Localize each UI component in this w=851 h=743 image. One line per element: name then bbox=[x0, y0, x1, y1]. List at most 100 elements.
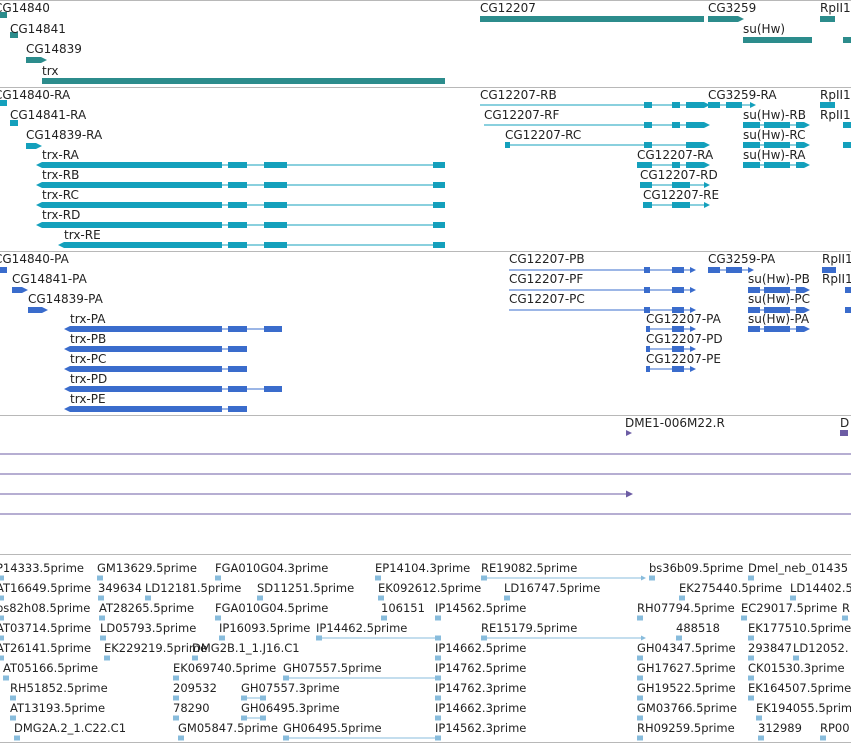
clone-label[interactable]: D bbox=[840, 416, 850, 430]
protein-label[interactable]: su(Hw)-PA bbox=[748, 312, 810, 326]
transcript-label[interactable]: RpII1 bbox=[820, 108, 851, 122]
transcript-label[interactable]: CG12207-RB bbox=[480, 88, 557, 102]
gene-label[interactable]: CG12207 bbox=[480, 1, 536, 15]
est-label[interactable]: 209532 bbox=[173, 681, 217, 695]
protein-label[interactable]: CG14841-PA bbox=[12, 272, 87, 286]
est-label[interactable]: AT05166.5prime bbox=[3, 661, 99, 675]
est-label[interactable]: bs82h08.5prime bbox=[0, 601, 91, 615]
gene-label[interactable]: CG14840 bbox=[0, 1, 50, 15]
est-label[interactable]: GH07557.3prime bbox=[241, 681, 340, 695]
est-label[interactable]: 293847 bbox=[748, 641, 792, 655]
est-label[interactable]: RH07794.5prime bbox=[637, 601, 735, 615]
est-label[interactable]: IP14762.5prime bbox=[435, 661, 527, 675]
protein-label[interactable]: CG12207-PC bbox=[509, 292, 585, 306]
est-label[interactable]: 106151 bbox=[381, 601, 425, 615]
est-label[interactable]: AT28265.5prime bbox=[99, 601, 195, 615]
protein-label[interactable]: CG12207-PE bbox=[646, 352, 721, 366]
est-label[interactable]: FGA010G04.5prime bbox=[215, 601, 329, 615]
est-label[interactable]: R bbox=[842, 601, 850, 615]
transcript-label[interactable]: CG12207-RA bbox=[637, 148, 714, 162]
est-label[interactable]: RE19082.5prime bbox=[481, 561, 578, 575]
protein-label[interactable]: su(Hw)-PB bbox=[748, 272, 810, 286]
est-label[interactable]: RH09259.5prime bbox=[637, 721, 735, 735]
protein-label[interactable]: CG3259-PA bbox=[708, 252, 776, 266]
est-label[interactable]: AT26141.5prime bbox=[0, 641, 92, 655]
transcript-label[interactable]: trx-RE bbox=[64, 228, 101, 242]
est-label[interactable]: 349634 bbox=[98, 581, 142, 595]
gene-label[interactable]: CG14839 bbox=[26, 42, 82, 56]
est-label[interactable]: FGA010G04.3prime bbox=[215, 561, 329, 575]
est-label[interactable]: IP14662.5prime bbox=[435, 641, 527, 655]
est-label[interactable]: Dmel_neb_01435 bbox=[748, 561, 849, 575]
gene-label[interactable]: CG3259 bbox=[708, 1, 757, 15]
est-label[interactable]: EK275440.5prime bbox=[679, 581, 783, 595]
transcript-label[interactable]: RpII1 bbox=[820, 88, 851, 102]
est-label[interactable]: RP00 bbox=[820, 721, 850, 735]
transcript-label[interactable]: CG12207-RF bbox=[484, 108, 560, 122]
est-label[interactable]: IP14662.3prime bbox=[435, 701, 527, 715]
est-label[interactable]: GM03766.5prime bbox=[637, 701, 737, 715]
gene-label[interactable]: CG14841 bbox=[10, 22, 66, 36]
transcript-label[interactable]: trx-RC bbox=[42, 188, 79, 202]
est-label[interactable]: EK164507.5prime bbox=[748, 681, 851, 695]
est-label[interactable]: AT16649.5prime bbox=[0, 581, 92, 595]
transcript-label[interactable]: trx-RA bbox=[42, 148, 79, 162]
gene-label[interactable]: RpII1 bbox=[820, 1, 851, 15]
est-label[interactable]: AT13193.5prime bbox=[10, 701, 106, 715]
est-label[interactable]: SD11251.5prime bbox=[257, 581, 355, 595]
est-label[interactable]: GH04347.5prime bbox=[637, 641, 736, 655]
est-label[interactable]: LD12052. bbox=[793, 641, 849, 655]
transcript-label[interactable]: su(Hw)-RB bbox=[743, 108, 806, 122]
protein-label[interactable]: trx-PC bbox=[70, 352, 107, 366]
protein-label[interactable]: su(Hw)-PC bbox=[748, 292, 811, 306]
protein-label[interactable]: CG12207-PD bbox=[646, 332, 723, 346]
est-label[interactable]: AT03714.5prime bbox=[0, 621, 92, 635]
est-label[interactable]: EK177510.5prime bbox=[748, 621, 851, 635]
protein-label[interactable]: trx-PE bbox=[70, 392, 106, 406]
est-label[interactable]: bs36b09.5prime bbox=[649, 561, 744, 575]
est-label[interactable]: LD14402.5 bbox=[790, 581, 851, 595]
transcript-label[interactable]: trx-RD bbox=[42, 208, 81, 222]
est-label[interactable]: IP14562.3prime bbox=[435, 721, 527, 735]
est-label[interactable]: RH51852.5prime bbox=[10, 681, 108, 695]
est-label[interactable]: GH19522.5prime bbox=[637, 681, 736, 695]
est-label[interactable]: GH06495.3prime bbox=[241, 701, 340, 715]
protein-label[interactable]: RpII1 bbox=[822, 272, 851, 286]
clone-label[interactable]: DME1-006M22.R bbox=[625, 416, 725, 430]
protein-label[interactable]: trx-PA bbox=[70, 312, 106, 326]
protein-label[interactable]: CG14840-PA bbox=[0, 252, 69, 266]
est-label[interactable]: P14333.5prime bbox=[0, 561, 84, 575]
protein-label[interactable]: trx-PD bbox=[70, 372, 108, 386]
protein-label[interactable]: trx-PB bbox=[70, 332, 107, 346]
protein-label[interactable]: CG12207-PB bbox=[509, 252, 585, 266]
est-label[interactable]: EK229219.5prime bbox=[104, 641, 208, 655]
transcript-label[interactable]: CG14839-RA bbox=[26, 128, 103, 142]
protein-label[interactable]: CG14839-PA bbox=[28, 292, 103, 306]
est-label[interactable]: LD05793.5prime bbox=[100, 621, 197, 635]
gene-label[interactable]: trx bbox=[42, 64, 59, 78]
protein-label[interactable]: CG12207-PA bbox=[646, 312, 721, 326]
transcript-label[interactable]: su(Hw)-RC bbox=[743, 128, 806, 142]
est-label[interactable]: IP16093.5prime bbox=[219, 621, 311, 635]
protein-label[interactable]: CG12207-PF bbox=[509, 272, 584, 286]
est-label[interactable]: LD16747.5prime bbox=[504, 581, 601, 595]
protein-label[interactable]: RpII1 bbox=[822, 252, 851, 266]
est-label[interactable]: EK069740.5prime bbox=[173, 661, 277, 675]
est-label[interactable]: GH17627.5prime bbox=[637, 661, 736, 675]
est-label[interactable]: 312989 bbox=[758, 721, 802, 735]
est-label[interactable]: IP14762.3prime bbox=[435, 681, 527, 695]
est-label[interactable]: EC29017.5prime bbox=[741, 601, 838, 615]
est-label[interactable]: GH06495.5prime bbox=[283, 721, 382, 735]
transcript-label[interactable]: CG12207-RD bbox=[640, 168, 718, 182]
est-label[interactable]: CK01530.3prime bbox=[748, 661, 845, 675]
est-label[interactable]: 488518 bbox=[676, 621, 720, 635]
transcript-label[interactable]: CG12207-RC bbox=[505, 128, 582, 142]
transcript-label[interactable]: CG12207-RE bbox=[643, 188, 720, 202]
est-label[interactable]: RE15179.5prime bbox=[481, 621, 578, 635]
est-label[interactable]: EK092612.5prime bbox=[378, 581, 482, 595]
est-label[interactable]: EP14104.3prime bbox=[375, 561, 471, 575]
transcript-label[interactable]: CG14841-RA bbox=[10, 108, 87, 122]
est-label[interactable]: IP14462.5prime bbox=[316, 621, 408, 635]
est-label[interactable]: GH07557.5prime bbox=[283, 661, 382, 675]
gene-label[interactable]: su(Hw) bbox=[743, 22, 786, 36]
